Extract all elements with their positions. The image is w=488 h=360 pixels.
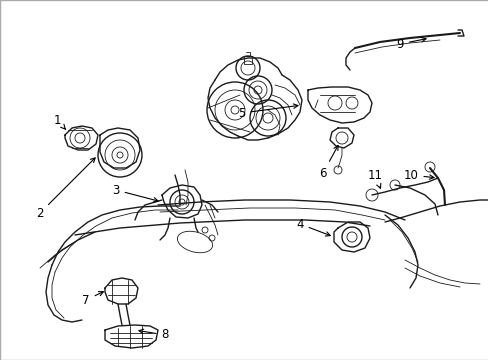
Text: 10: 10 [403, 168, 433, 181]
Text: 1: 1 [53, 113, 65, 129]
Text: 7: 7 [82, 292, 103, 306]
Text: 5: 5 [238, 104, 297, 120]
Text: 8: 8 [139, 328, 168, 342]
Text: 9: 9 [395, 37, 425, 50]
Text: 3: 3 [112, 184, 158, 202]
Text: 4: 4 [296, 217, 329, 236]
Text: 6: 6 [319, 145, 337, 180]
Text: 11: 11 [367, 168, 382, 188]
Text: 2: 2 [36, 158, 95, 220]
